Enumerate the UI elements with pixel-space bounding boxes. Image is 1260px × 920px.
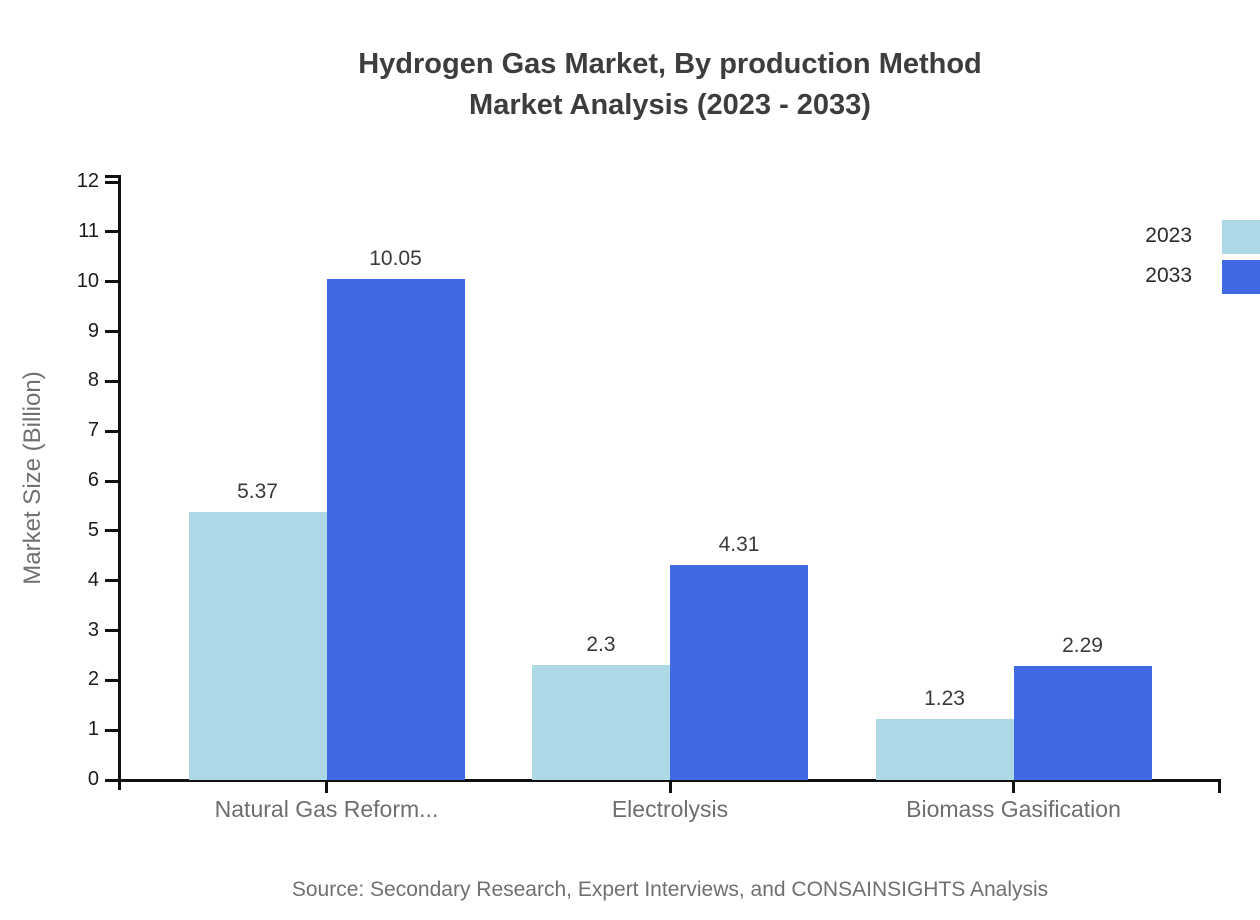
bar-2033-3	[1013, 665, 1152, 780]
category-label: Biomass Gasification	[906, 796, 1121, 822]
y-tick	[105, 728, 119, 732]
y-tick	[105, 180, 119, 184]
bar-2023-1	[188, 512, 327, 780]
y-tick	[105, 778, 119, 782]
y-tick	[105, 280, 119, 284]
y-tick-label: 12	[76, 170, 99, 192]
legend-label-2033: 2033	[1145, 264, 1192, 287]
legend-swatch-2033	[1222, 260, 1260, 294]
y-tick-label: 10	[76, 269, 99, 292]
bar-value-label: 1.23	[924, 686, 965, 710]
y-tick-label: 7	[87, 419, 99, 442]
bar-value-label: 10.05	[369, 247, 422, 271]
y-tick	[105, 529, 119, 533]
y-tick	[105, 629, 119, 632]
y-tick-label: 9	[87, 319, 99, 342]
y-tick-label: 0	[87, 768, 99, 790]
x-tick	[668, 780, 672, 793]
y-tick	[105, 429, 119, 433]
bar-2033-2	[670, 565, 808, 780]
y-tick-label: 1	[87, 718, 99, 741]
y-tick-label: 2	[87, 668, 99, 691]
y-tick	[105, 579, 119, 583]
chart-title-line2: Market Analysis (2023 - 2033)	[469, 89, 871, 121]
bar-value-label: 2.29	[1062, 633, 1103, 657]
y-tick-label: 8	[87, 369, 99, 392]
chart-title-line1: Hydrogen Gas Market, By production Metho…	[358, 48, 982, 80]
bar-2033-1	[326, 279, 465, 780]
y-axis-end-tick	[105, 175, 119, 178]
y-tick	[105, 479, 119, 483]
bar-value-label: 2.3	[586, 633, 616, 657]
y-tick-label: 6	[87, 469, 99, 491]
y-tick-label: 11	[78, 219, 99, 242]
bar-value-label: 5.37	[237, 480, 278, 504]
category-label: Natural Gas Reform...	[214, 796, 439, 822]
x-axis-line	[107, 778, 1221, 782]
y-axis-line	[117, 175, 121, 790]
y-tick	[105, 678, 119, 682]
x-axis-end-tick	[1218, 780, 1221, 793]
y-tick	[105, 330, 119, 333]
source-line: Source: Secondary Research, Expert Inter…	[291, 878, 1049, 901]
category-label: Electrolysis	[611, 796, 729, 822]
bar-2023-2	[532, 665, 670, 780]
legend-swatch-2023	[1222, 220, 1260, 254]
x-tick	[1012, 780, 1015, 793]
y-tick-label: 5	[87, 518, 99, 541]
bar-value-label: 4.31	[718, 533, 760, 557]
chart-title: Hydrogen Gas Market, By production Metho…	[80, 44, 1260, 126]
bar-2023-3	[875, 718, 1014, 780]
y-tick	[105, 379, 119, 383]
legend-label-2023: 2023	[1145, 224, 1192, 247]
x-tick	[325, 780, 328, 793]
y-tick-label: 3	[87, 618, 99, 641]
y-tick-label: 4	[87, 568, 99, 591]
y-tick	[105, 230, 119, 234]
